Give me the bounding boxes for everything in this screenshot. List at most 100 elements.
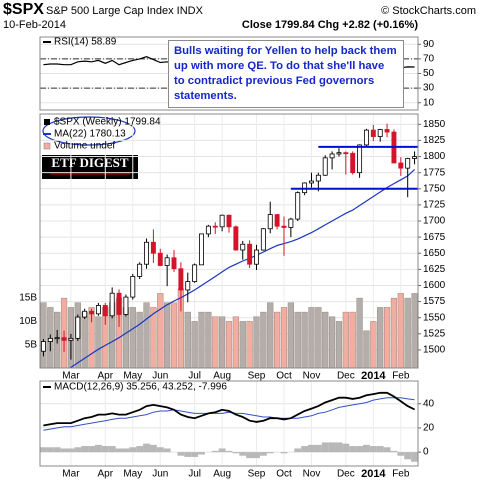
y-tick-label: 1500: [423, 345, 446, 356]
histogram-bar: [246, 452, 254, 459]
candle-body: [281, 225, 287, 228]
candle-body: [357, 144, 363, 174]
candle-body: [315, 174, 321, 182]
histogram-bar: [53, 447, 61, 453]
volume-bar: [129, 307, 136, 369]
candle-body: [233, 226, 239, 251]
candle-body: [329, 153, 335, 159]
volume-bar: [246, 321, 253, 369]
histogram-bar: [404, 452, 412, 460]
macd-line: [43, 391, 415, 427]
volume-bar: [390, 297, 398, 369]
histogram-bar: [376, 446, 384, 453]
x-tick-label: Mar: [62, 371, 80, 382]
histogram-bar: [349, 446, 357, 453]
histogram-bar: [356, 446, 364, 453]
volume-bar: [136, 311, 143, 369]
histogram-bar: [218, 448, 226, 453]
volume-bar: [342, 311, 349, 369]
candle-body: [109, 292, 115, 317]
x-tick-label: Apr: [98, 469, 114, 480]
histogram-bar: [88, 446, 95, 453]
candle-body: [274, 214, 280, 227]
symbol: $SPX: [3, 1, 44, 18]
volume-tick-label: 15B: [19, 293, 37, 304]
date: 10-Feb-2014: [3, 19, 66, 31]
y-tick-label: 30: [423, 83, 435, 94]
volume-bar: [184, 311, 191, 369]
legend-label: RSI(14) 58.89: [54, 37, 117, 48]
histogram-bar: [94, 444, 102, 453]
volume-bar: [122, 307, 129, 369]
x-tick-label: Oct: [276, 371, 292, 382]
y-tick-label: 1725: [423, 200, 446, 211]
y-tick-label: 1550: [423, 312, 446, 323]
volume-bar: [349, 311, 356, 369]
candle-body: [363, 129, 369, 146]
candle-body: [123, 296, 129, 315]
volume-bar: [267, 302, 274, 369]
candle-body: [384, 129, 390, 133]
histogram-bar: [397, 452, 405, 456]
volume-bar: [239, 321, 246, 369]
histogram-bar: [328, 442, 336, 453]
candle-body: [178, 268, 184, 291]
y-tick-label: 1675: [423, 232, 446, 243]
candle-body: [240, 243, 246, 251]
histogram-bar: [108, 446, 116, 453]
candle-body: [171, 257, 177, 270]
volume-bar: [143, 302, 150, 369]
legend-label: MA(22) 1780.13: [54, 129, 126, 140]
legend-label: Volume undef: [54, 141, 115, 152]
volume-bar: [383, 307, 391, 369]
histogram-bar: [81, 446, 89, 453]
candle-body: [405, 158, 411, 169]
x-tick-label: Nov: [303, 371, 321, 382]
y-tick-label: 50: [423, 68, 435, 79]
candle-body: [212, 225, 218, 228]
x-tick-label: Sep: [248, 371, 266, 382]
volume-bar: [191, 321, 198, 369]
candle-body: [157, 252, 163, 266]
volume-bar: [370, 321, 377, 369]
x-tick-label: Feb: [392, 371, 410, 382]
volume-bar: [280, 307, 288, 369]
histogram-bar: [184, 452, 192, 457]
histogram-bar: [363, 444, 370, 453]
x-tick-label: May: [123, 469, 142, 480]
histogram-bar: [294, 448, 302, 453]
candle-body: [192, 264, 198, 283]
index-name: S&P 500 Large Cap Index INDX: [46, 5, 204, 17]
volume-bar: [329, 316, 336, 369]
candle-body: [370, 129, 376, 137]
y-tick-label: 1650: [423, 248, 446, 259]
annotation: Bulls waiting for Yellen to help back th…: [168, 40, 404, 108]
legend-icon: [43, 142, 51, 150]
volume-bar: [157, 293, 164, 369]
x-tick-label: Aug: [213, 469, 231, 480]
candle-body: [75, 316, 81, 339]
volume-bar: [363, 330, 370, 369]
candle-body: [47, 337, 53, 342]
candle-body: [219, 214, 225, 228]
y-tick-label: 1825: [423, 135, 446, 146]
candle-body: [288, 218, 294, 228]
volume-tick-label: 5B: [25, 339, 38, 350]
histogram-bar: [60, 448, 68, 453]
histogram-bar: [301, 446, 309, 453]
candle-body: [199, 233, 204, 266]
quote: Close 1799.84 Chg +2.82 (+0.16%): [242, 19, 418, 31]
histogram-bar: [129, 447, 137, 453]
y-tick-label: 20: [423, 423, 435, 434]
volume-bar: [205, 311, 212, 369]
histogram-bar: [390, 450, 398, 453]
candle-body: [95, 305, 101, 315]
histogram-bar: [136, 446, 144, 453]
histogram-bar: [383, 447, 391, 453]
legend-icon: [44, 119, 50, 125]
histogram-bar: [191, 452, 199, 457]
candle-body: [82, 310, 88, 318]
histogram-bar: [232, 452, 240, 454]
volume-bar: [301, 311, 308, 369]
